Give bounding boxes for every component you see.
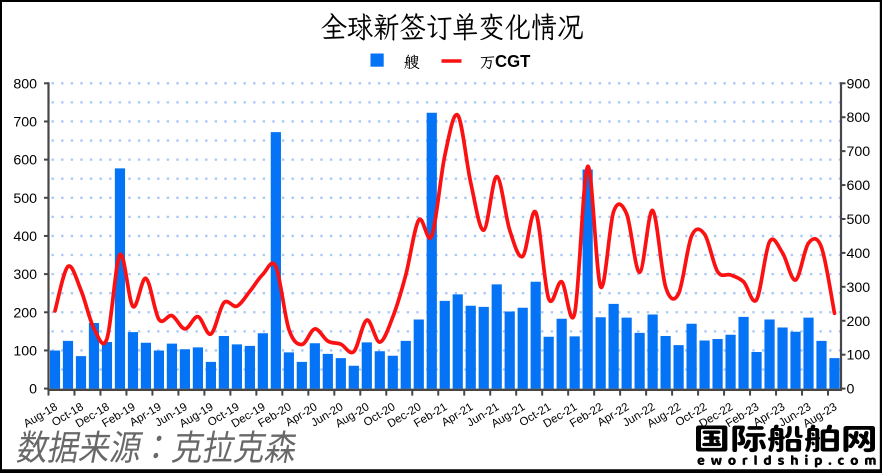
svg-text:300: 300	[13, 267, 37, 283]
svg-text:800: 800	[13, 76, 37, 92]
svg-text:600: 600	[847, 178, 871, 194]
svg-text:500: 500	[13, 191, 37, 207]
svg-text:400: 400	[847, 246, 871, 262]
svg-text:CGT: CGT	[495, 50, 531, 71]
svg-text:100: 100	[847, 348, 871, 364]
svg-text:0: 0	[847, 382, 855, 398]
svg-text:400: 400	[13, 229, 37, 245]
svg-text:900: 900	[847, 76, 871, 92]
svg-text:700: 700	[13, 114, 37, 130]
svg-text:200: 200	[13, 305, 37, 321]
svg-text:700: 700	[847, 144, 871, 160]
svg-text:300: 300	[847, 280, 871, 296]
svg-text:600: 600	[13, 153, 37, 169]
svg-text:800: 800	[847, 110, 871, 126]
svg-text:500: 500	[847, 212, 871, 228]
svg-text:100: 100	[13, 343, 37, 359]
svg-text:200: 200	[847, 314, 871, 330]
svg-text:0: 0	[29, 382, 37, 398]
